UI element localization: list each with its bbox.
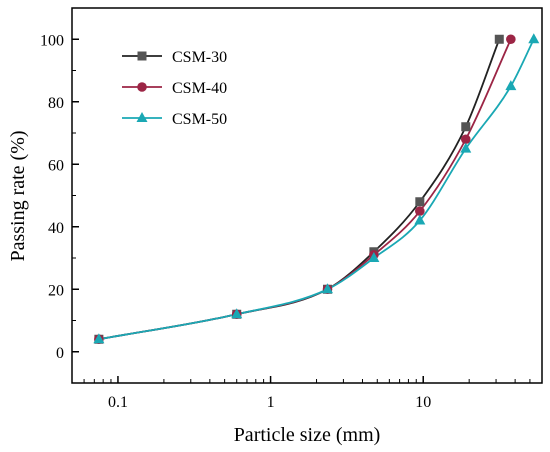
y-tick-label: 40: [48, 220, 64, 237]
plot-frame: [71, 7, 543, 384]
series-markers: [93, 33, 540, 345]
y-tick-label: 0: [56, 345, 64, 362]
data-point-csm-50: [93, 333, 105, 344]
x-tick-label: 10: [415, 394, 431, 411]
y-tick-label: 20: [48, 282, 64, 299]
series-line-csm-40: [98, 38, 512, 341]
data-point-csm-50: [460, 142, 472, 153]
data-point-csm-50: [414, 214, 426, 225]
legend: CSM-30 CSM-40 CSM-50: [122, 49, 227, 128]
y-tick-label: 60: [48, 157, 64, 174]
legend-marker-csm-40: [137, 82, 147, 92]
series-line-csm-30: [98, 38, 501, 341]
x-axis-title: Particle size (mm): [234, 424, 381, 446]
x-tick-label: 0.1: [108, 394, 128, 411]
data-point-csm-30: [494, 34, 504, 44]
data-point-csm-50: [368, 252, 380, 262]
data-point-csm-40: [415, 206, 425, 216]
data-point-csm-50: [528, 33, 540, 44]
legend-label-csm-40: CSM-40: [172, 80, 227, 97]
y-tick-label: 100: [40, 32, 64, 49]
legend-label-csm-50: CSM-50: [172, 111, 227, 128]
data-point-csm-50: [322, 283, 334, 294]
data-point-csm-50: [231, 308, 243, 319]
y-tick-label: 80: [48, 95, 64, 112]
series-line-csm-50: [98, 38, 535, 341]
legend-marker-csm-30: [137, 51, 147, 61]
data-point-csm-30: [415, 197, 425, 207]
series-curves: [98, 38, 535, 341]
legend-marker-csm-50: [136, 112, 148, 122]
y-axis-title: Passing rate (%): [7, 130, 29, 261]
legend-label-csm-30: CSM-30: [172, 49, 227, 66]
data-point-csm-40: [460, 134, 471, 145]
x-tick-label: 1: [267, 394, 275, 411]
data-point-csm-50: [505, 80, 517, 91]
data-point-csm-40: [506, 34, 516, 45]
data-point-csm-30: [461, 122, 471, 132]
